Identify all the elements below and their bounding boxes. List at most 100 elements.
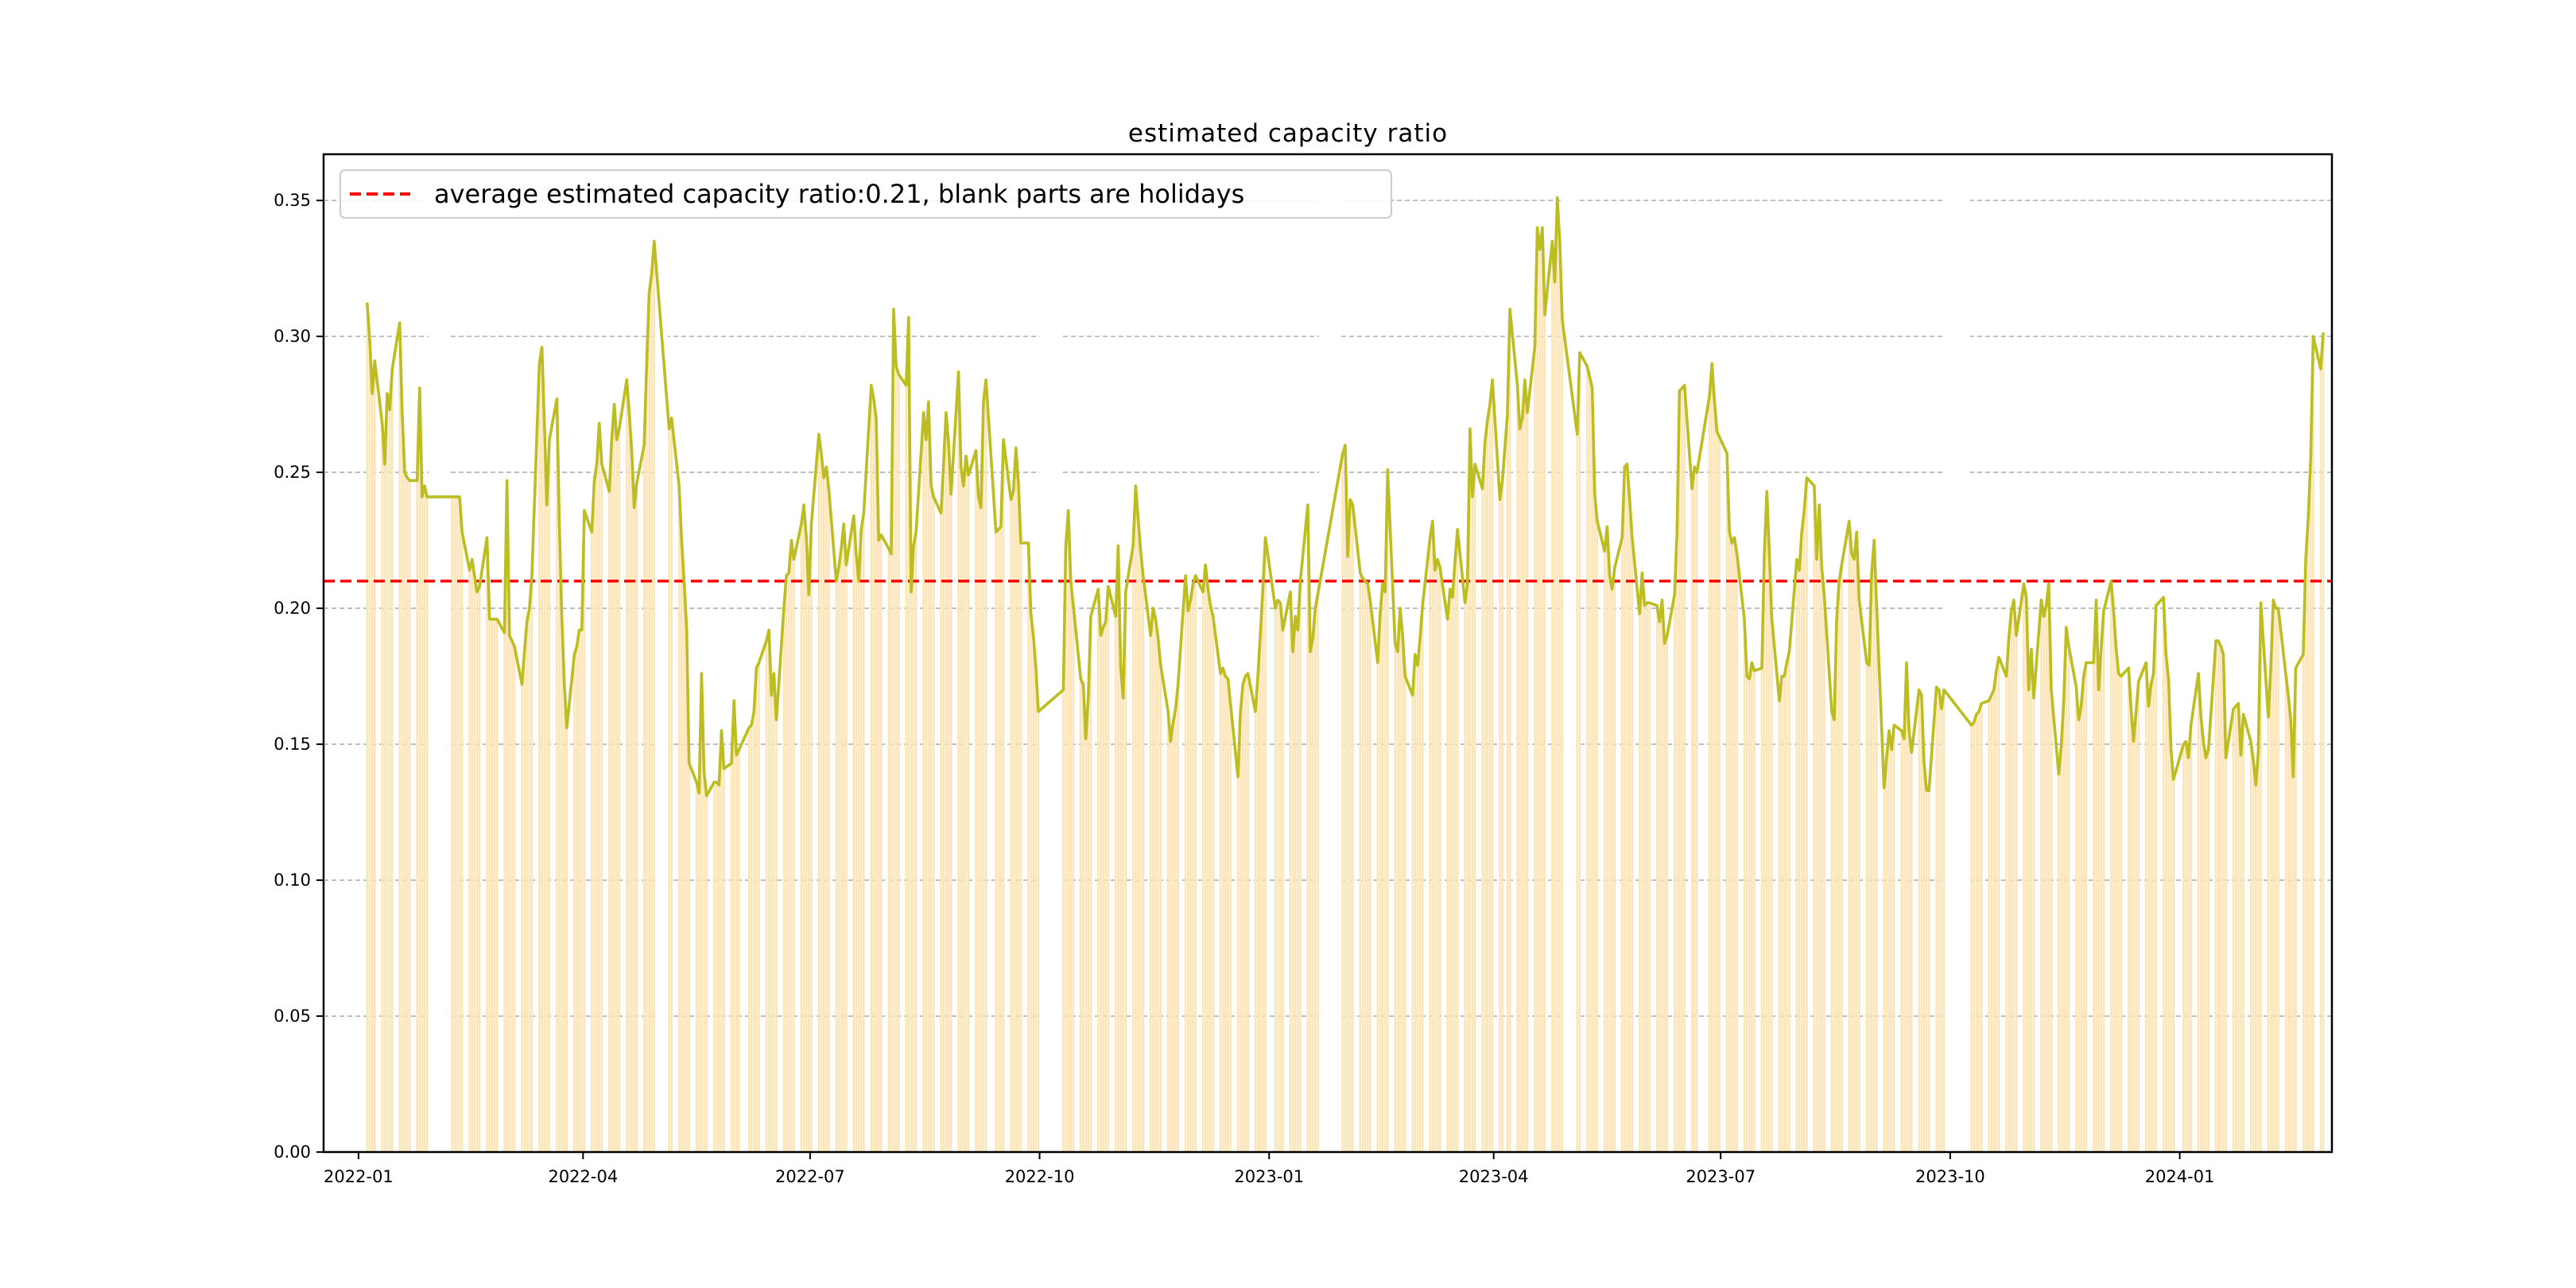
bar bbox=[765, 641, 768, 1152]
bar bbox=[530, 576, 533, 1152]
bar bbox=[1027, 543, 1030, 1152]
bar bbox=[1927, 790, 1930, 1152]
bar bbox=[1204, 564, 1207, 1152]
bar bbox=[493, 619, 496, 1152]
bar bbox=[1154, 619, 1157, 1152]
bar bbox=[1030, 613, 1032, 1152]
bar bbox=[1449, 589, 1452, 1152]
bar bbox=[820, 453, 823, 1152]
bar bbox=[1032, 635, 1034, 1152]
bar bbox=[1578, 352, 1581, 1152]
bar bbox=[370, 393, 374, 1153]
bar bbox=[1276, 599, 1279, 1152]
bar bbox=[1833, 720, 1836, 1152]
bar bbox=[2102, 611, 2105, 1152]
bar bbox=[1591, 388, 1593, 1153]
bar bbox=[593, 480, 596, 1152]
bar bbox=[1666, 635, 1669, 1152]
bar bbox=[1394, 643, 1396, 1152]
bar bbox=[1069, 580, 1073, 1152]
y-tick-label: 0.25 bbox=[274, 463, 311, 482]
bar bbox=[1262, 589, 1264, 1152]
bar bbox=[1710, 363, 1713, 1152]
bar bbox=[1294, 616, 1297, 1152]
bar bbox=[1885, 758, 1888, 1152]
bar bbox=[1852, 559, 1856, 1152]
bar bbox=[1696, 472, 1698, 1152]
bar bbox=[1606, 526, 1608, 1152]
bar bbox=[1097, 589, 1100, 1152]
bar bbox=[2062, 700, 2065, 1152]
bar bbox=[368, 341, 371, 1152]
bar bbox=[1818, 505, 1821, 1152]
bar bbox=[541, 347, 543, 1152]
bar bbox=[695, 782, 698, 1152]
bar bbox=[2097, 689, 2100, 1152]
bar bbox=[705, 796, 708, 1152]
bar bbox=[580, 630, 584, 1152]
bar bbox=[1596, 521, 1599, 1152]
bar bbox=[1693, 467, 1696, 1152]
bar bbox=[975, 450, 977, 1152]
bar bbox=[790, 540, 793, 1152]
bar bbox=[1641, 572, 1643, 1152]
bar bbox=[1017, 483, 1020, 1152]
bar bbox=[1980, 703, 1983, 1152]
bar bbox=[1676, 532, 1678, 1152]
bar bbox=[1554, 281, 1556, 1153]
bar bbox=[1658, 622, 1661, 1152]
bar bbox=[1858, 599, 1860, 1152]
bar bbox=[2152, 673, 2155, 1152]
bar bbox=[1673, 594, 1676, 1152]
bar bbox=[1062, 689, 1065, 1152]
bar bbox=[596, 464, 598, 1152]
bar bbox=[1376, 662, 1379, 1152]
bar bbox=[1823, 594, 1825, 1152]
bar bbox=[573, 654, 576, 1152]
bar bbox=[967, 475, 970, 1152]
bar bbox=[2202, 741, 2205, 1152]
bar bbox=[2267, 716, 2270, 1152]
bar bbox=[852, 515, 855, 1152]
bar bbox=[1593, 494, 1596, 1152]
bar bbox=[381, 423, 383, 1152]
bar bbox=[1604, 551, 1606, 1152]
bar bbox=[453, 496, 456, 1152]
bar bbox=[545, 505, 549, 1152]
bar bbox=[2207, 749, 2209, 1152]
bar bbox=[1473, 464, 1476, 1152]
bar bbox=[600, 464, 603, 1152]
bar bbox=[1209, 605, 1212, 1152]
bar bbox=[1543, 314, 1546, 1152]
bar bbox=[1865, 662, 1868, 1152]
bar bbox=[1745, 676, 1748, 1152]
bar bbox=[842, 524, 845, 1152]
bar bbox=[1082, 684, 1084, 1152]
x-tick-label: 2023-10 bbox=[1915, 1167, 1985, 1186]
bar bbox=[2319, 369, 2322, 1152]
bar bbox=[1282, 630, 1284, 1152]
bar bbox=[942, 464, 945, 1152]
bar bbox=[1942, 689, 1946, 1152]
bar bbox=[1010, 499, 1012, 1152]
bar bbox=[2095, 599, 2097, 1152]
bar bbox=[1279, 603, 1282, 1152]
bar bbox=[905, 385, 907, 1152]
bar bbox=[2249, 741, 2252, 1152]
bar bbox=[810, 524, 813, 1152]
bar bbox=[1890, 749, 1893, 1152]
bar bbox=[1177, 684, 1179, 1152]
bar bbox=[1663, 643, 1666, 1152]
bar bbox=[1201, 592, 1205, 1152]
bar bbox=[1681, 388, 1683, 1153]
bar bbox=[890, 553, 893, 1152]
bar bbox=[2272, 599, 2275, 1152]
bar bbox=[1556, 197, 1558, 1153]
bar bbox=[556, 398, 558, 1153]
bar bbox=[1655, 605, 1658, 1152]
bar bbox=[670, 417, 673, 1152]
bar bbox=[2058, 774, 2060, 1152]
bar bbox=[1311, 638, 1314, 1152]
bar bbox=[1508, 308, 1511, 1153]
bar bbox=[912, 545, 915, 1152]
